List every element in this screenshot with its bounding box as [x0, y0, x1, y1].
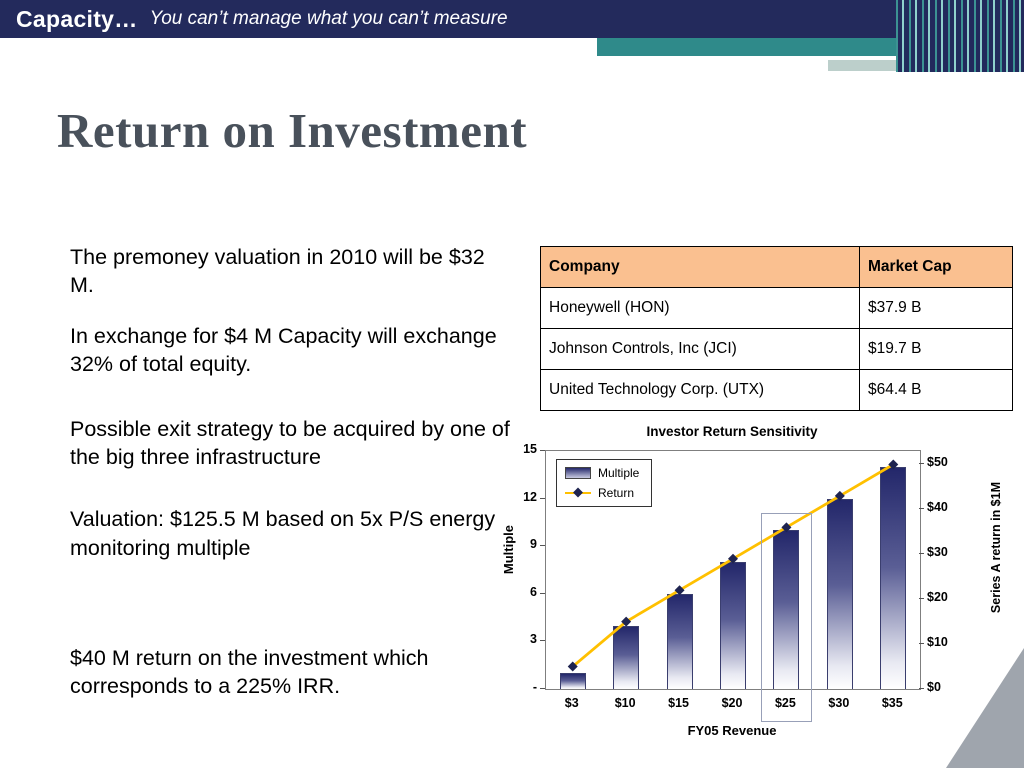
y-axis-tick-label: 6 [530, 584, 537, 599]
tick-mark [540, 497, 545, 499]
column-header-market-cap: Market Cap [859, 246, 1013, 288]
bar [826, 498, 853, 689]
investor-chart: Investor Return Sensitivity Multiple Ser… [497, 420, 1021, 765]
paragraph-exit-strategy: Possible exit strategy to be acquired by… [70, 416, 510, 469]
right-axis-tick-label: $10 [927, 635, 948, 650]
bar [559, 673, 586, 689]
paragraph-return: $40 M return on the investment which cor… [70, 646, 429, 699]
chart-plot: Multiple Return [545, 450, 921, 690]
y-axis-tick-label: 15 [523, 442, 537, 456]
header-bar: Capacity… You can’t manage what you can’… [0, 0, 1024, 38]
tick-mark [919, 688, 924, 689]
tick-mark [540, 545, 545, 547]
x-axis-tick-label: $25 [774, 696, 796, 710]
legend-entry-return: Return [565, 486, 639, 500]
x-axis-tick-label: $20 [721, 696, 743, 710]
table-row: Honeywell (HON) $37.9 B [540, 287, 1013, 329]
legend-label: Return [598, 486, 635, 500]
x-axis-tick-label: $10 [614, 696, 636, 710]
tick-mark [919, 553, 924, 555]
highlight-box [760, 513, 813, 722]
tick-mark [919, 508, 924, 510]
bar [666, 593, 693, 689]
tick-mark [540, 688, 545, 689]
x-axis-tick-label: $35 [881, 696, 903, 710]
table-header-row: Company Market Cap [540, 246, 1013, 288]
market-cap-cell: $37.9 B [859, 287, 1013, 329]
y-axis-tick-label: 9 [530, 537, 537, 552]
y-axis-tick-label: 12 [523, 489, 537, 504]
company-cell: United Technology Corp. (UTX) [540, 369, 860, 411]
y-axis-tick-label: - [532, 680, 537, 694]
page-title: Return on Investment [57, 103, 528, 158]
right-axis-tick-label: $0 [927, 680, 941, 694]
line-swatch-icon [565, 492, 591, 494]
header-subtitle: You can’t manage what you can’t measure [149, 8, 508, 29]
return-line [567, 459, 899, 672]
header-title: Capacity… [16, 5, 138, 32]
x-axis-tick-label: $15 [668, 696, 689, 710]
table-row: United Technology Corp. (UTX) $64.4 B [540, 369, 1013, 411]
market-cap-cell: $64.4 B [859, 369, 1013, 411]
x-axis-title: FY05 Revenue [687, 723, 777, 738]
bar [613, 625, 640, 689]
bar [880, 466, 907, 689]
body-text-column: The premoney valuation in 2010 will be $… [70, 243, 510, 701]
paragraph-valuation: Valuation: $125.5 M based on 5x P/S ener… [70, 507, 496, 560]
tick-mark [919, 643, 924, 645]
tick-mark [919, 463, 924, 465]
tick-mark [540, 450, 545, 451]
right-axis-tick-label: $20 [927, 590, 948, 605]
market-cap-cell: $19.7 B [859, 328, 1013, 370]
bar [720, 562, 746, 689]
column-header-company: Company [540, 246, 860, 288]
table-row: Johnson Controls, Inc (JCI) $19.7 B [540, 328, 1013, 370]
paragraph-premoney: The premoney valuation in 2010 will be $… [70, 245, 485, 298]
tick-mark [919, 598, 924, 600]
right-axis-tick-label: $30 [927, 545, 948, 560]
legend-label: Multiple [598, 466, 640, 480]
tick-mark [540, 592, 545, 594]
bar-swatch-icon [565, 467, 591, 479]
legend-entry-multiple: Multiple [565, 466, 639, 480]
market-cap-table: Company Market Cap Honeywell (HON) $37.9… [540, 246, 1013, 411]
company-cell: Johnson Controls, Inc (JCI) [540, 328, 860, 370]
chart-legend: Multiple Return [556, 459, 653, 507]
chart-title: Investor Return Sensitivity [646, 424, 818, 439]
y-axis-tick-label: 3 [530, 632, 537, 647]
tick-mark [540, 640, 545, 642]
right-axis-tick-label: $40 [927, 500, 948, 515]
right-axis-tick-label: $50 [927, 455, 948, 470]
pinstripe-decoration [896, 0, 1024, 72]
x-axis-tick-label: $30 [828, 696, 850, 710]
paragraph-exchange: In exchange for $4 M Capacity will excha… [70, 323, 497, 377]
right-axis-title: Series A return in $1M [989, 482, 1003, 614]
company-cell: Honeywell (HON) [540, 287, 860, 329]
x-axis-tick-label: $3 [564, 696, 579, 710]
